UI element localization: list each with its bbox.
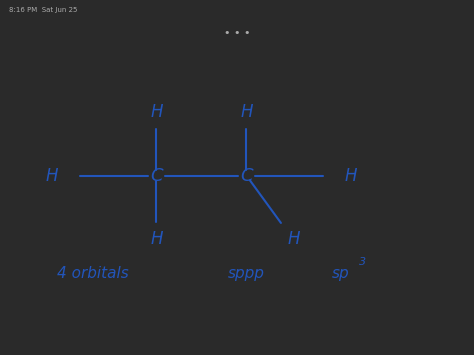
Text: 4 orbitals: 4 orbitals (57, 267, 128, 282)
Text: H: H (288, 230, 300, 248)
Text: H: H (46, 166, 58, 185)
Text: C: C (240, 166, 253, 185)
Text: 8:16 PM  Sat Jun 25: 8:16 PM Sat Jun 25 (9, 7, 78, 13)
Text: H: H (150, 103, 163, 121)
Text: sp: sp (332, 267, 349, 282)
Text: • • •: • • • (224, 28, 250, 38)
Text: H: H (240, 103, 253, 121)
Text: H: H (150, 230, 163, 248)
Text: 3: 3 (359, 257, 366, 267)
Text: sppp: sppp (228, 267, 264, 282)
Text: C: C (150, 166, 163, 185)
Text: H: H (345, 166, 357, 185)
